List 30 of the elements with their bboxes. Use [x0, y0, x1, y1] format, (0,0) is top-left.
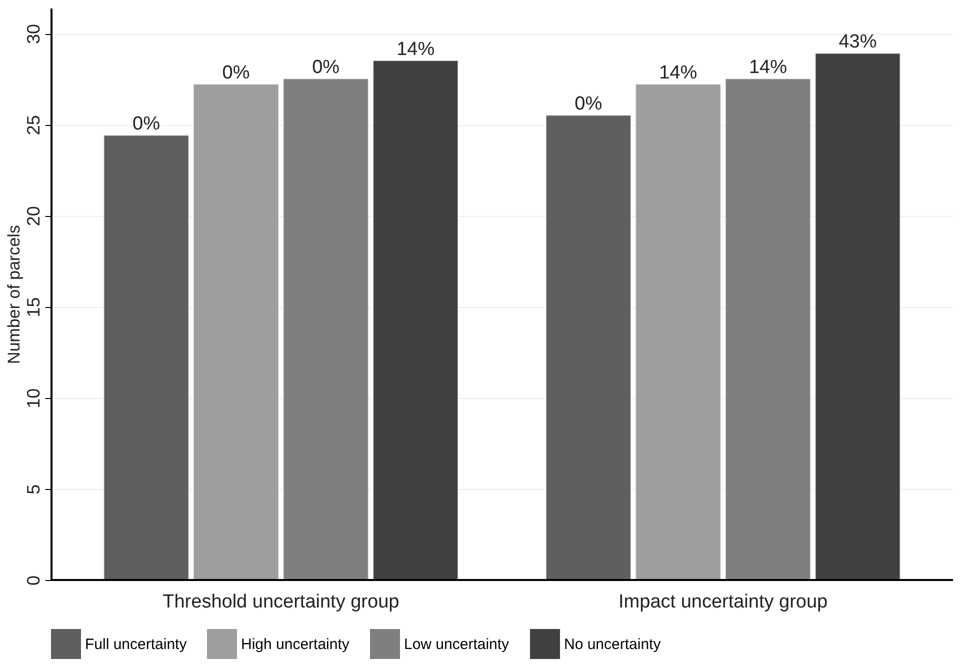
bar	[726, 78, 810, 580]
bar	[373, 60, 458, 580]
legend-label: Low uncertainty	[404, 636, 510, 653]
y-tick-label: 25	[24, 115, 44, 136]
legend-label: No uncertainty	[564, 636, 662, 653]
bar	[104, 135, 189, 580]
y-tick-label: 30	[24, 24, 44, 44]
annotation: 0%	[222, 62, 250, 84]
bar	[283, 78, 368, 580]
annotation: 0%	[132, 114, 160, 135]
annotation: 14%	[748, 57, 788, 78]
annotation: 0%	[312, 57, 340, 78]
annotation: 43%	[838, 32, 877, 53]
x-tick-label: Impact uncertainty group	[618, 592, 828, 612]
y-tick-label: 0	[24, 575, 44, 586]
legend-label: Full uncertainty	[85, 636, 188, 653]
y-tick-label: 10	[24, 388, 44, 408]
x-tick-label: Threshold uncertainty group	[162, 592, 400, 612]
annotation: 14%	[396, 38, 435, 60]
annotation: 14%	[659, 62, 698, 84]
y-tick-label: 15	[24, 297, 44, 318]
bar	[194, 84, 278, 580]
bar	[815, 53, 900, 580]
bar	[636, 84, 721, 580]
y-tick-label: 5	[24, 484, 44, 494]
y-axis-title: Number of parcels	[4, 225, 24, 364]
y-tick-label: 20	[24, 206, 44, 226]
annotation: 0%	[574, 93, 602, 114]
legend-label: High uncertainty	[241, 636, 350, 653]
bar	[546, 115, 631, 580]
